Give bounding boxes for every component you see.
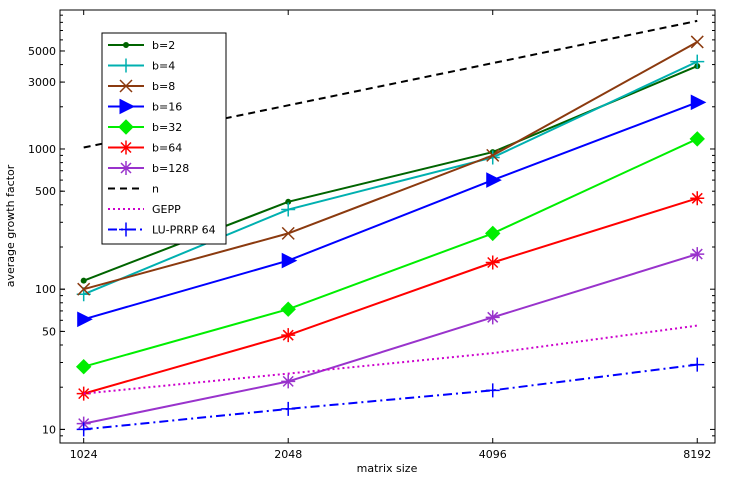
x-tick-label: 2048 xyxy=(274,448,302,461)
series-line-b-64 xyxy=(83,197,698,395)
legend-label: b=64 xyxy=(152,142,182,155)
series-n xyxy=(83,19,698,149)
data-point-b-32-1 xyxy=(280,301,296,317)
legend-label: GEPP xyxy=(152,203,181,216)
y-tick-label: 1000 xyxy=(28,143,56,156)
data-point-b-64-2 xyxy=(485,255,500,270)
legend-item-b-8: b=8 xyxy=(108,79,175,93)
y-tick-label: 100 xyxy=(35,283,56,296)
data-point-b-4-3 xyxy=(690,54,705,69)
legend-label: n xyxy=(152,183,159,196)
data-point-b-32-3 xyxy=(689,131,705,147)
legend-label: b=16 xyxy=(152,101,182,114)
legend-label: b=32 xyxy=(152,121,182,134)
data-point-b-16-2 xyxy=(486,172,502,188)
data-point-b-8-1 xyxy=(281,226,295,240)
legend-item-b-128: b=128 xyxy=(108,161,189,175)
data-point-b-64-3 xyxy=(690,191,705,206)
data-point-lu-prrp-64-1 xyxy=(281,401,296,416)
data-point-b-128-2 xyxy=(485,310,500,325)
data-point-b-128-3 xyxy=(690,247,705,262)
series-b-32 xyxy=(75,131,705,375)
legend-item-b-32: b=32 xyxy=(108,119,182,135)
series-line-b-32 xyxy=(83,137,698,368)
data-point-lu-prrp-64-2 xyxy=(485,383,500,398)
y-tick-label: 10 xyxy=(42,423,56,436)
data-point-b-32-2 xyxy=(485,225,501,242)
legend-box xyxy=(101,32,227,245)
data-point-lu-prrp-64-0 xyxy=(76,422,91,437)
legend-marker xyxy=(119,98,136,115)
data-point-lu-prrp-64-3 xyxy=(690,357,705,372)
data-point-b-8-3 xyxy=(690,35,704,49)
x-tick-label: 8192 xyxy=(683,448,711,461)
y-tick-label: 500 xyxy=(35,185,56,198)
series-line-lu-prrp-64 xyxy=(83,363,698,431)
legend-item-b-16: b=16 xyxy=(108,98,182,115)
series-line-b-8 xyxy=(83,41,698,291)
legend-marker xyxy=(119,161,133,175)
legend-label: b=128 xyxy=(152,162,189,175)
legend-marker xyxy=(119,79,133,93)
data-point-b-2-1 xyxy=(285,198,292,205)
legend-marker xyxy=(119,140,133,155)
series-line-b-128 xyxy=(83,253,698,425)
y-tick-label: 3000 xyxy=(28,76,56,89)
legend-item-b-4: b=4 xyxy=(108,58,175,73)
legend-item-gepp: GEPP xyxy=(108,203,181,216)
y-axis-label: average growth factor xyxy=(4,164,17,287)
legend-marker xyxy=(119,222,133,237)
x-tick-label: 4096 xyxy=(479,448,507,461)
data-point-b-16-3 xyxy=(690,94,707,111)
legend-marker xyxy=(123,42,129,48)
data-point-b-64-1 xyxy=(281,328,296,343)
x-axis-label: matrix size xyxy=(357,462,418,475)
data-point-b-4-1 xyxy=(281,202,296,217)
y-tick-label: 5000 xyxy=(28,45,56,58)
y-tick-label: 50 xyxy=(42,325,56,338)
legend-item-lu-prrp-64: LU-PRRP 64 xyxy=(108,222,216,237)
data-point-b-16-0 xyxy=(77,311,93,328)
axes-layer: 1024 2048 4096 8192 10 50 100 500 1000 3000 5000 xyxy=(28,10,715,461)
legend-item-b-64: b=64 xyxy=(108,140,182,155)
x-tick-label: 1024 xyxy=(70,448,98,461)
legend: b=2 b=4 b=8 b=16 b=32 b=64 b=128 n GEPP LU-PRRP 6… xyxy=(101,32,227,245)
series-b-8 xyxy=(77,35,704,296)
data-point-b-32-0 xyxy=(75,359,92,375)
data-point-b-128-1 xyxy=(281,374,296,389)
legend-label: LU-PRRP 64 xyxy=(152,224,216,237)
series-line-b-4 xyxy=(83,60,698,296)
legend-item-n: n xyxy=(108,183,159,196)
legend-label: b=2 xyxy=(152,39,175,52)
legend-marker xyxy=(119,58,133,73)
data-point-b-16-1 xyxy=(281,252,298,269)
data-point-b-8-0 xyxy=(77,282,91,296)
series-lu-prrp-64 xyxy=(76,357,705,437)
legend-label: b=4 xyxy=(152,60,175,73)
series-line-b-16 xyxy=(83,101,698,321)
legend-marker xyxy=(118,119,134,135)
legend-item-b-2: b=2 xyxy=(108,39,175,52)
legend-label: b=8 xyxy=(152,80,175,93)
series-line-n xyxy=(83,19,698,149)
data-point-b-2-0 xyxy=(80,277,87,284)
data-point-b-8-2 xyxy=(486,148,500,162)
series-b-16 xyxy=(77,94,707,328)
